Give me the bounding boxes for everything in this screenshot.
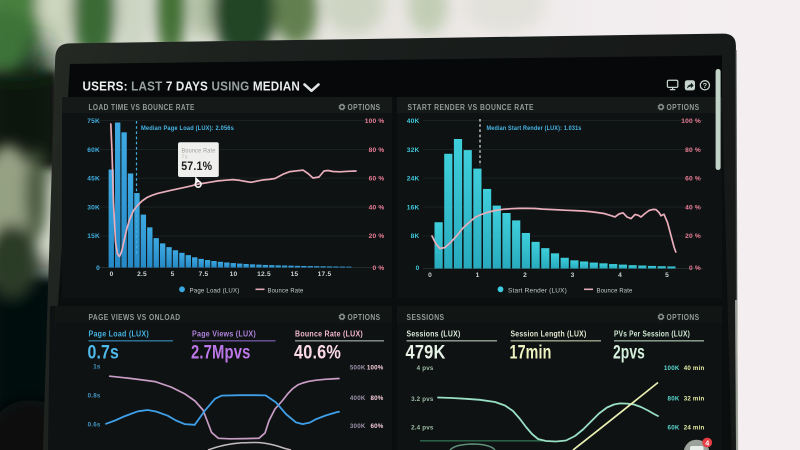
svg-text:100 %: 100 % xyxy=(681,118,701,125)
svg-text:Session Length (LUX): Session Length (LUX) xyxy=(511,330,587,339)
svg-text:2: 2 xyxy=(523,272,527,279)
svg-text:400K: 400K xyxy=(350,395,366,402)
svg-text:479K: 479K xyxy=(406,343,446,364)
svg-text:24 min: 24 min xyxy=(684,425,705,432)
svg-text:15: 15 xyxy=(291,271,299,278)
svg-text:START RENDER VS BOUNCE RATE: START RENDER VS BOUNCE RATE xyxy=(408,103,535,112)
svg-text:0: 0 xyxy=(416,265,420,272)
svg-text:17.5: 17.5 xyxy=(318,271,332,278)
svg-text:60K: 60K xyxy=(87,147,100,154)
svg-text:2.5: 2.5 xyxy=(137,271,147,278)
svg-text:40 min: 40 min xyxy=(684,365,705,372)
svg-text:40 %: 40 % xyxy=(369,204,385,211)
svg-text:30K: 30K xyxy=(87,204,100,211)
svg-text:4: 4 xyxy=(705,438,709,447)
svg-text:60%: 60% xyxy=(371,423,384,430)
svg-text:20 %: 20 % xyxy=(685,233,701,240)
svg-text:Median Start Render (LUX): 1.0: Median Start Render (LUX): 1.031s xyxy=(487,125,582,132)
svg-text:USERS: LAST 7 DAYS USING MEDIA: USERS: LAST 7 DAYS USING MEDIAN xyxy=(83,80,301,94)
svg-text:0 %: 0 % xyxy=(689,265,701,272)
svg-text:8K: 8K xyxy=(411,233,420,240)
svg-text:5: 5 xyxy=(665,272,669,279)
svg-text:12.5: 12.5 xyxy=(257,271,271,278)
svg-text:0: 0 xyxy=(428,272,432,279)
svg-text:40K: 40K xyxy=(407,118,420,125)
svg-text:OPTIONS: OPTIONS xyxy=(667,103,700,112)
svg-text:45K: 45K xyxy=(87,176,100,183)
svg-text:60K: 60K xyxy=(668,425,680,432)
svg-text:10: 10 xyxy=(230,271,238,278)
svg-text:32 min: 32 min xyxy=(684,396,705,403)
svg-text:Sessions (LUX): Sessions (LUX) xyxy=(407,330,461,339)
svg-text:OPTIONS: OPTIONS xyxy=(348,313,381,322)
svg-text:0: 0 xyxy=(96,265,100,272)
svg-text:0.7s: 0.7s xyxy=(88,343,120,364)
svg-text:Start Render (LUX): Start Render (LUX) xyxy=(508,287,567,294)
svg-text:300K: 300K xyxy=(350,423,366,430)
svg-text:2.4 pvs: 2.4 pvs xyxy=(411,425,434,432)
svg-text:SESSIONS: SESSIONS xyxy=(407,313,445,322)
svg-text:80 %: 80 % xyxy=(369,147,385,154)
svg-text:Median Page Load (LUX): 2.056s: Median Page Load (LUX): 2.056s xyxy=(141,125,234,132)
svg-text:?: ? xyxy=(703,81,708,90)
svg-text:Bounce Rate: Bounce Rate xyxy=(597,287,633,294)
svg-text:7.5: 7.5 xyxy=(199,271,209,278)
svg-text:0 %: 0 % xyxy=(373,265,385,272)
svg-text:LOAD TIME VS BOUNCE RATE: LOAD TIME VS BOUNCE RATE xyxy=(89,103,195,112)
svg-text:100%: 100% xyxy=(367,365,384,372)
svg-text:0: 0 xyxy=(110,271,114,278)
svg-text:80K: 80K xyxy=(668,396,680,403)
svg-text:40.6%: 40.6% xyxy=(294,343,341,364)
svg-text:2pvs: 2pvs xyxy=(613,343,645,364)
svg-text:Page Load (LUX): Page Load (LUX) xyxy=(89,330,150,339)
svg-text:Bounce Rate: Bounce Rate xyxy=(268,287,304,294)
svg-text:Page Load (LUX): Page Load (LUX) xyxy=(190,287,240,294)
svg-text:3: 3 xyxy=(571,272,575,279)
svg-text:100K: 100K xyxy=(664,365,680,372)
svg-text:2.7Mpvs: 2.7Mpvs xyxy=(191,343,251,364)
svg-text:32K: 32K xyxy=(407,147,420,154)
svg-text:500K: 500K xyxy=(350,365,366,372)
svg-text:60 %: 60 % xyxy=(369,176,385,183)
svg-text:OPTIONS: OPTIONS xyxy=(348,103,381,112)
svg-text:17min: 17min xyxy=(510,343,552,364)
svg-text:15K: 15K xyxy=(87,233,100,240)
svg-text:0.6s: 0.6s xyxy=(88,422,101,429)
svg-text:Page Views (LUX): Page Views (LUX) xyxy=(192,330,256,339)
svg-text:20 %: 20 % xyxy=(369,233,385,240)
svg-text:60 %: 60 % xyxy=(685,176,701,183)
svg-text:5: 5 xyxy=(171,271,175,278)
svg-text:57.1%: 57.1% xyxy=(181,160,212,173)
svg-text:1s: 1s xyxy=(93,363,101,370)
svg-text:80 %: 80 % xyxy=(685,147,701,154)
svg-text:0.8s: 0.8s xyxy=(88,393,101,400)
svg-text:80%: 80% xyxy=(371,395,384,402)
svg-text:40 %: 40 % xyxy=(685,204,701,211)
svg-text:OPTIONS: OPTIONS xyxy=(667,313,700,322)
svg-text:16K: 16K xyxy=(407,204,420,211)
svg-text:100 %: 100 % xyxy=(365,118,385,125)
svg-text:4: 4 xyxy=(618,272,622,279)
svg-text:24K: 24K xyxy=(407,176,420,183)
svg-text:PAGE VIEWS VS ONLOAD: PAGE VIEWS VS ONLOAD xyxy=(89,313,181,322)
svg-text:Bounce Rate (LUX): Bounce Rate (LUX) xyxy=(295,330,363,339)
svg-text:75K: 75K xyxy=(87,118,100,125)
svg-text:3.2 pvs: 3.2 pvs xyxy=(411,396,434,403)
svg-text:7s: 7s xyxy=(182,155,188,161)
svg-text:1: 1 xyxy=(476,272,480,279)
svg-text:Bounce Rate: Bounce Rate xyxy=(182,147,216,154)
svg-text:PVs Per Session (LUX): PVs Per Session (LUX) xyxy=(614,330,690,339)
svg-text:4 pvs: 4 pvs xyxy=(417,365,434,372)
